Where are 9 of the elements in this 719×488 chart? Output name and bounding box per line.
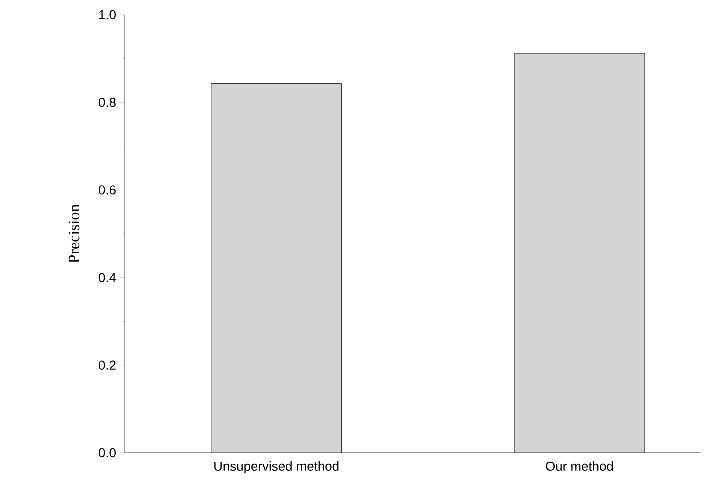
y-tick-label: 0.6 [98,186,116,195]
y-tick-label: 0.0 [98,448,116,458]
y-axis-title: Precision [68,204,80,264]
y-tick-label: 0.4 [98,273,116,282]
x-tick-label: Unsupervised method [214,462,339,474]
y-tick-label: 1.0 [99,10,116,20]
y-tick-label: 0.2 [98,360,116,370]
x-tick-label: Our method [546,462,614,472]
y-tick-label: 0.8 [98,98,116,108]
